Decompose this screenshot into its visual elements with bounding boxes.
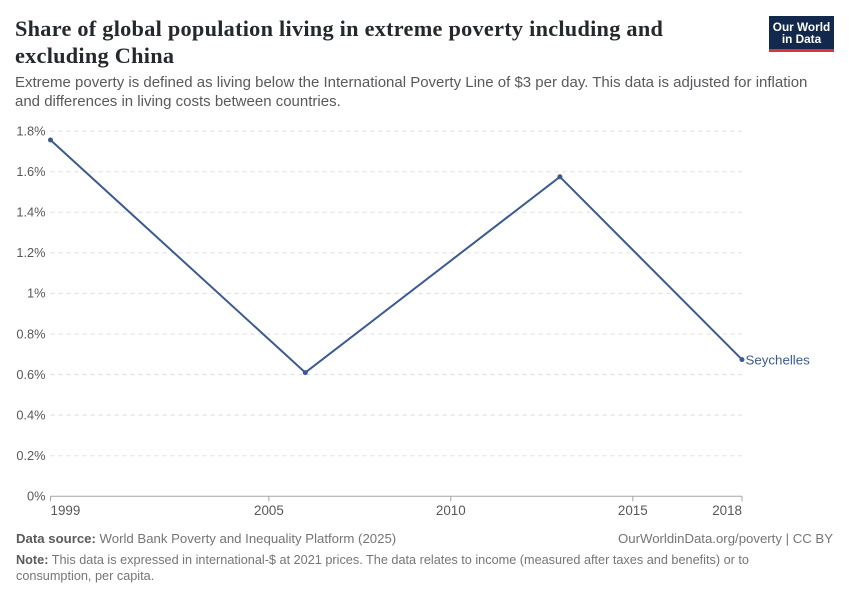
svg-text:2005: 2005 [254,503,284,518]
svg-text:1999: 1999 [51,503,81,518]
svg-text:0.2%: 0.2% [16,448,45,463]
svg-text:1.2%: 1.2% [16,245,45,260]
svg-text:1.6%: 1.6% [16,164,45,179]
svg-text:2018: 2018 [712,503,742,518]
svg-text:0.4%: 0.4% [16,407,45,422]
svg-text:0%: 0% [27,489,46,504]
svg-text:0.8%: 0.8% [16,326,45,341]
svg-text:Seychelles: Seychelles [746,353,811,368]
svg-text:1%: 1% [27,286,46,301]
svg-text:1.8%: 1.8% [16,124,45,139]
svg-text:2015: 2015 [618,503,648,518]
svg-text:1.4%: 1.4% [16,205,45,220]
svg-text:2010: 2010 [436,503,466,518]
svg-text:0.6%: 0.6% [16,367,45,382]
